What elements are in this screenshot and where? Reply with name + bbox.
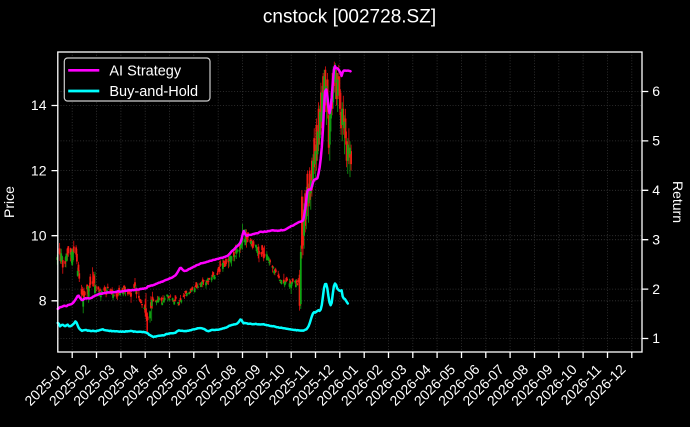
svg-text:Price: Price [1,186,17,218]
svg-text:12: 12 [31,162,47,178]
svg-text:5: 5 [652,133,660,149]
svg-text:Buy-and-Hold: Buy-and-Hold [109,84,198,100]
svg-text:AI Strategy: AI Strategy [109,64,181,80]
svg-text:2: 2 [652,281,660,297]
svg-text:6: 6 [652,83,660,99]
svg-text:4: 4 [652,182,660,198]
svg-text:3: 3 [652,231,660,247]
svg-text:Return: Return [670,181,686,223]
svg-text:10: 10 [31,227,47,243]
svg-text:cnstock [002728.SZ]: cnstock [002728.SZ] [263,7,436,28]
svg-text:1: 1 [652,330,660,346]
svg-text:14: 14 [31,97,47,113]
svg-text:8: 8 [39,293,47,309]
